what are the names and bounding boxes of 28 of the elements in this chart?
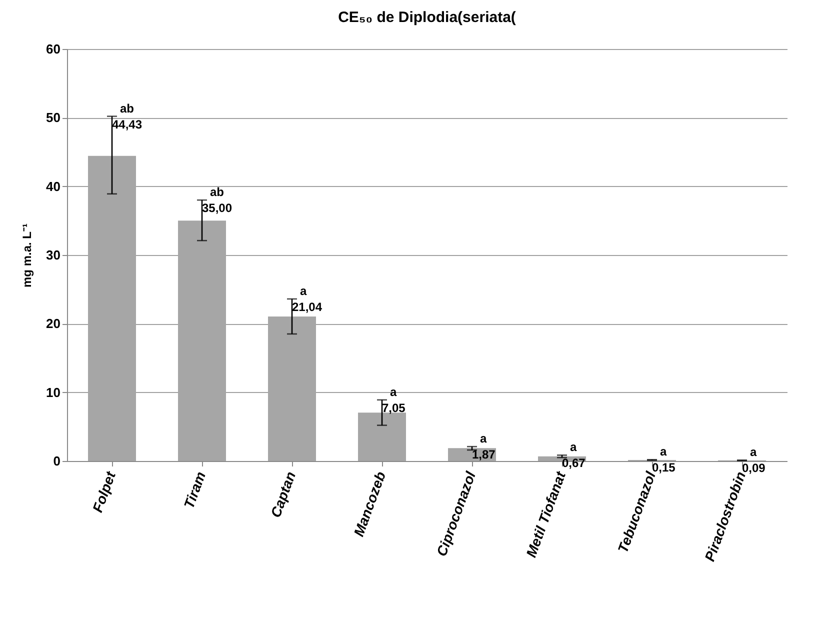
y-tick-label: 30 xyxy=(46,248,60,262)
annotation: a xyxy=(660,444,667,459)
y-tick-label: 20 xyxy=(46,316,60,332)
x-tick-label: Tiram xyxy=(180,469,209,510)
y-tick-label: 10 xyxy=(46,384,60,400)
data-label: 35,00 xyxy=(202,201,232,216)
annotation: a xyxy=(480,432,487,446)
annotation: a xyxy=(570,440,577,454)
y-tick-label: 0 xyxy=(53,454,60,468)
data-label: 21,04 xyxy=(292,300,322,314)
annotation: ab xyxy=(120,101,134,116)
annotation: a xyxy=(390,384,397,399)
chart-title: CE₅₀ de Diplodia(seriata( xyxy=(338,9,516,26)
y-axis-title: mg m.a. L⁻¹ xyxy=(20,223,34,288)
y-tick-label: 50 xyxy=(46,110,60,126)
y-tick-label: 40 xyxy=(46,178,60,194)
x-tick-label: Folpet xyxy=(89,468,120,514)
data-label: 7,05 xyxy=(382,400,406,415)
x-tick-label: Captan xyxy=(267,469,299,520)
annotation: ab xyxy=(210,185,224,200)
annotation: a xyxy=(750,445,757,460)
data-label: 44,43 xyxy=(112,117,142,132)
data-label: 0,67 xyxy=(562,456,586,470)
bar xyxy=(358,412,406,461)
y-tick-label: 60 xyxy=(46,42,60,56)
data-label: 1,87 xyxy=(472,448,496,462)
annotation: a xyxy=(300,284,307,298)
data-label: 0,15 xyxy=(652,460,676,475)
